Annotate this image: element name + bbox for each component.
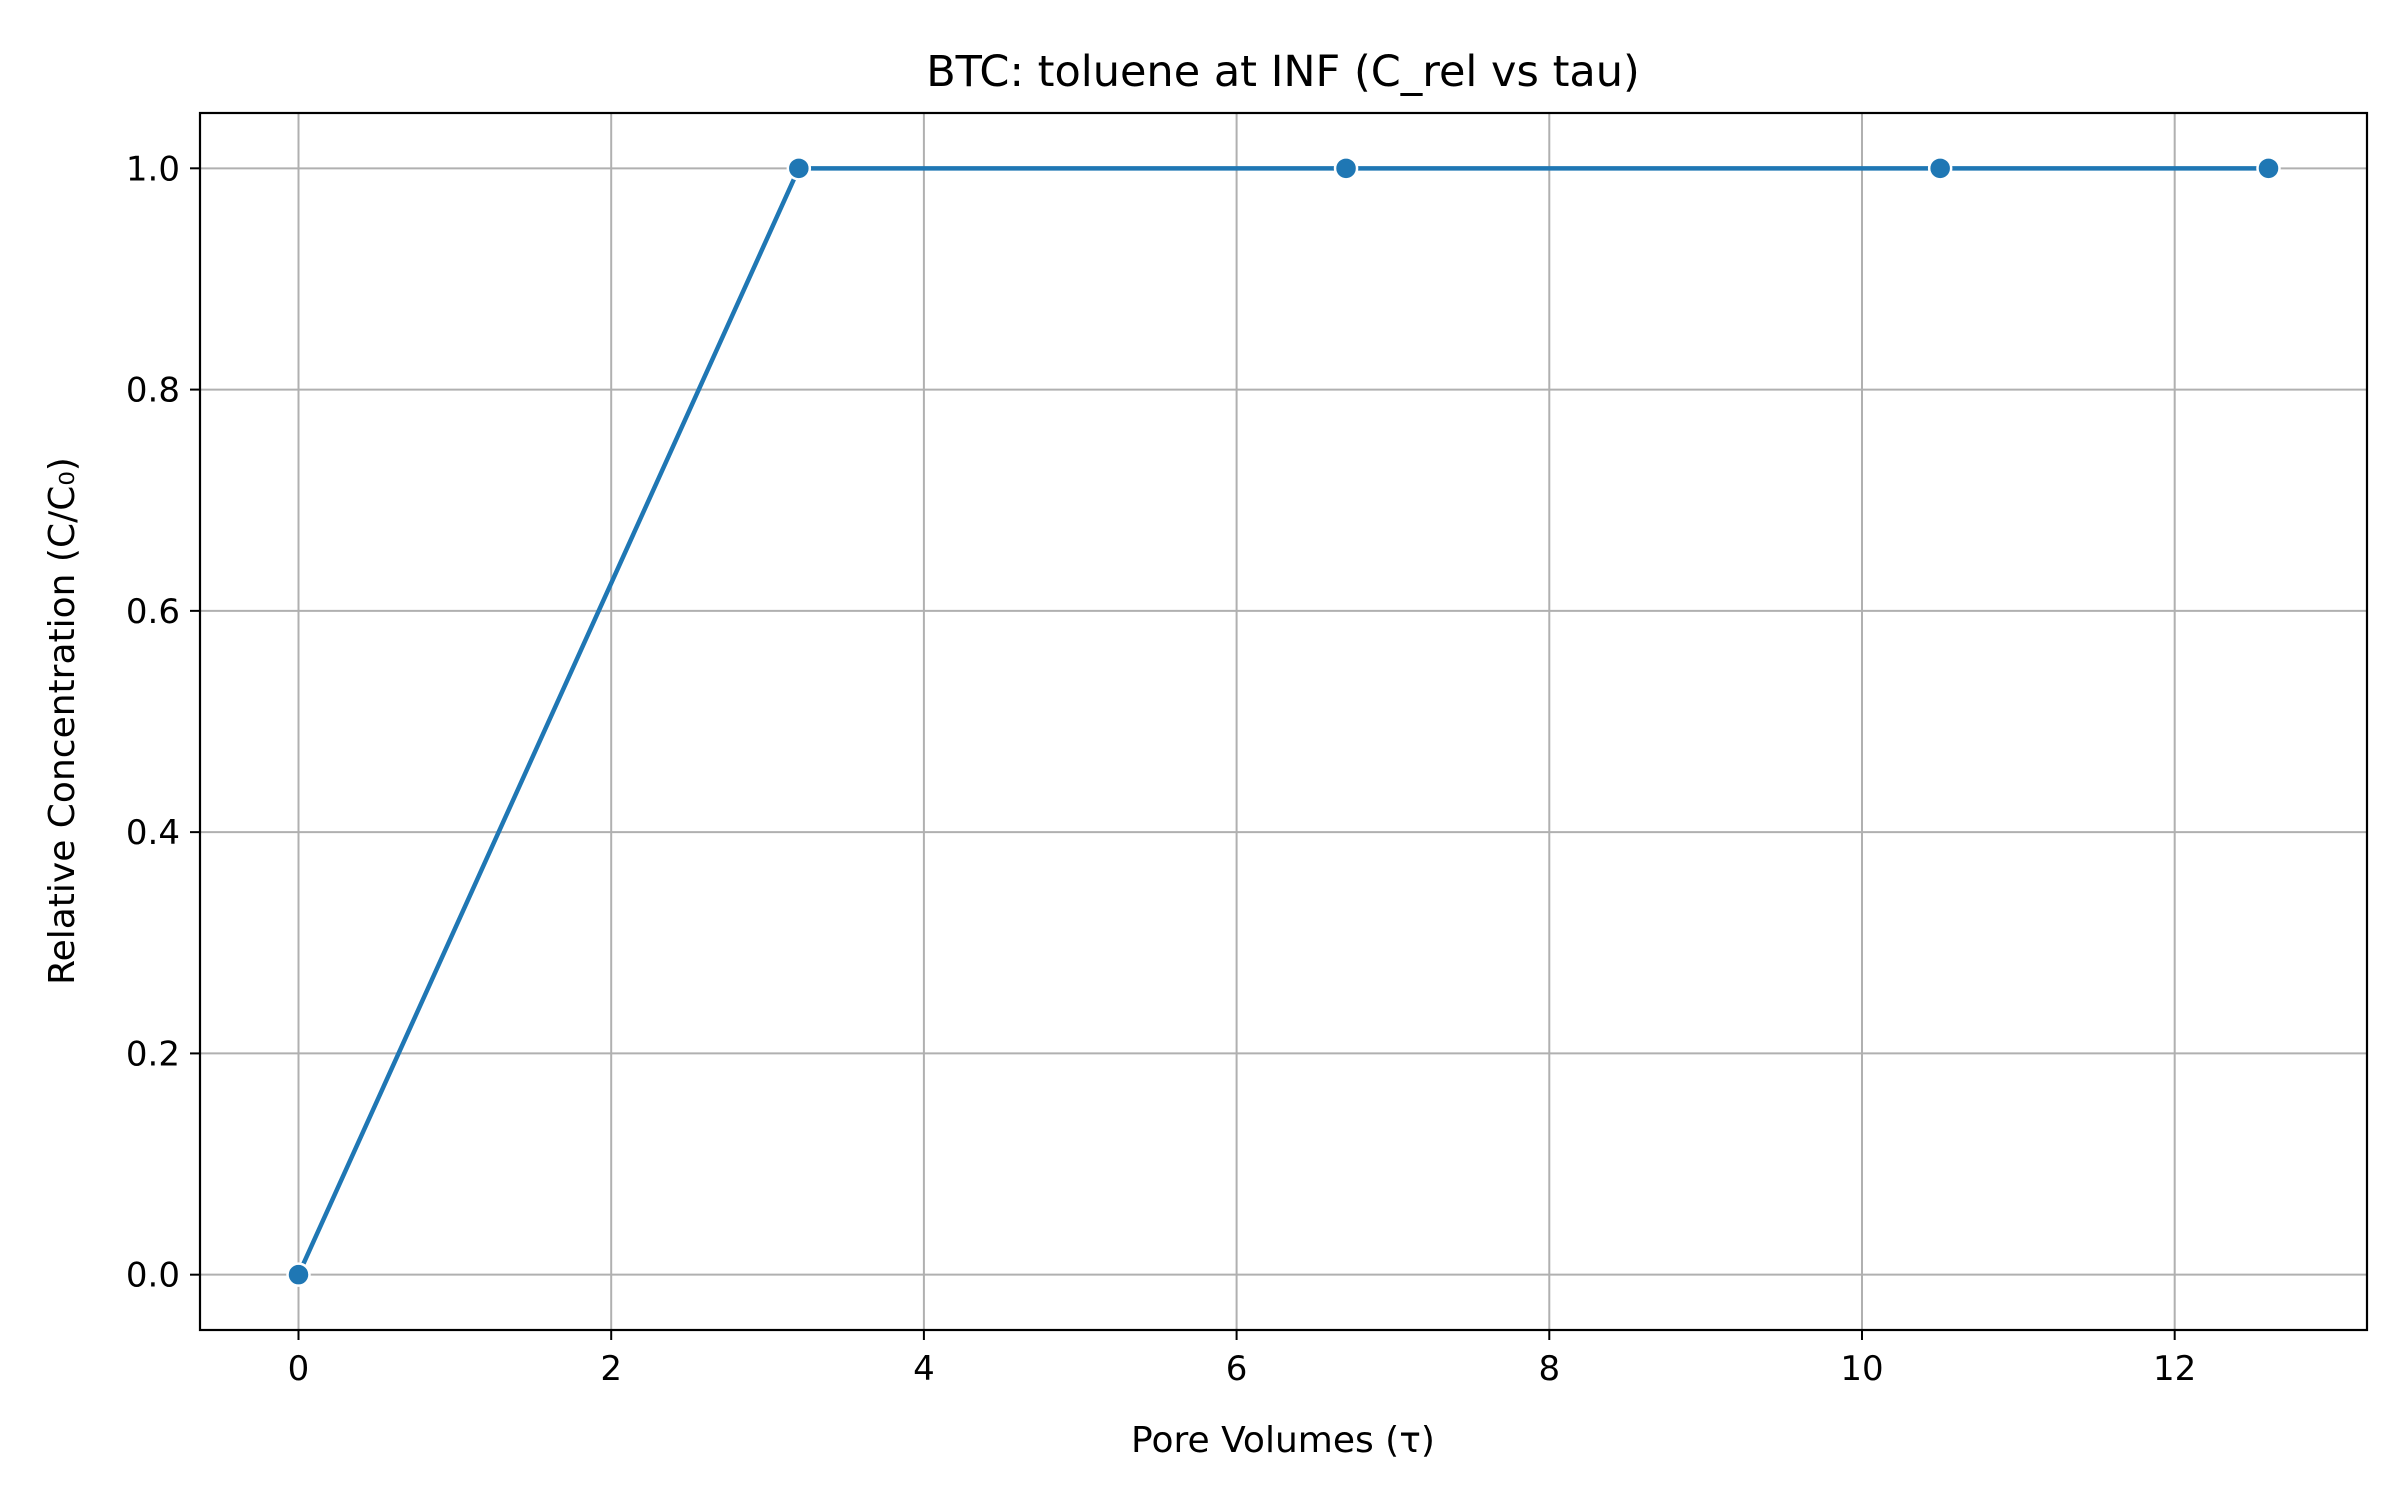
x-tick-label: 2 [600, 1349, 622, 1389]
tick-layer: 0 2 4 6 8 10 12 0.0 0.2 0.4 0.6 0.8 1.0 [126, 149, 2196, 1389]
x-tick-label: 10 [1840, 1349, 1883, 1389]
x-tick-label: 8 [1538, 1349, 1560, 1389]
y-tick-label: 0.6 [126, 592, 180, 632]
x-tick-label: 6 [1226, 1349, 1248, 1389]
series-layer [286, 156, 2281, 1287]
y-axis-label: Relative Concentration (C/C₀) [42, 457, 83, 985]
x-axis-label: Pore Volumes (τ) [1131, 1420, 1435, 1461]
y-tick-label: 0.0 [126, 1256, 180, 1296]
data-point [786, 156, 812, 181]
plot-frame [198, 111, 2369, 1332]
y-tick-label: 0.2 [126, 1034, 180, 1074]
y-tick-label: 0.8 [126, 371, 180, 411]
data-point [286, 1262, 311, 1287]
x-tick-label: 4 [913, 1349, 935, 1389]
data-point [2256, 156, 2281, 181]
x-tick-label: 12 [2153, 1349, 2196, 1389]
data-point [1333, 156, 1359, 181]
x-tick-label: 0 [288, 1349, 310, 1389]
y-tick-label: 0.4 [126, 813, 180, 853]
data-point [1927, 156, 1953, 181]
chart-title: BTC: toluene at INF (C_rel vs tau) [926, 47, 1640, 97]
plot-background [200, 113, 2367, 1330]
y-tick-label: 1.0 [126, 149, 180, 189]
